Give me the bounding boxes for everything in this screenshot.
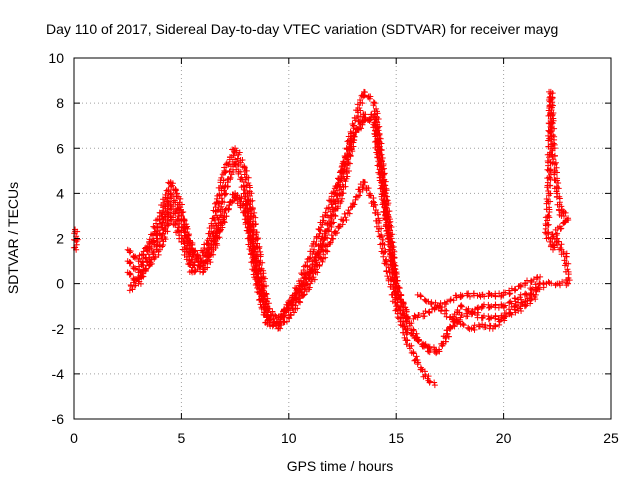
x-tick-label: 20	[496, 430, 512, 446]
y-tick-label: 0	[56, 276, 64, 292]
x-tick-label: 5	[178, 430, 186, 446]
y-tick-label: 4	[56, 185, 64, 201]
series-markers	[414, 278, 572, 333]
y-tick-label: -6	[52, 411, 65, 427]
x-tick-label: 10	[281, 430, 297, 446]
series-markers	[542, 88, 573, 287]
series-sat-5	[414, 278, 572, 333]
chart-title: Day 110 of 2017, Sidereal Day-to-day VTE…	[46, 21, 558, 37]
y-tick-label: 2	[56, 231, 64, 247]
y-tick-label: 6	[56, 140, 64, 156]
y-tick-label: -4	[52, 366, 65, 382]
axes: 0 5 10 15 20 25 -6 -4 -2 0 2 4 6 8 10	[48, 50, 619, 446]
data-series	[70, 88, 573, 389]
y-tick-label: 8	[56, 95, 64, 111]
series-sat-4	[126, 111, 539, 355]
y-tick-label: -2	[52, 321, 65, 337]
y-tick-label: 10	[48, 50, 64, 66]
y-axis-label: SDTVAR / TECUs	[5, 182, 21, 294]
x-tick-label: 15	[388, 430, 404, 446]
x-tick-label: 25	[603, 430, 619, 446]
x-tick-label: 0	[70, 430, 78, 446]
x-axis-label: GPS time / hours	[287, 458, 394, 474]
series-markers	[126, 111, 539, 355]
series-sat-6	[542, 88, 573, 287]
